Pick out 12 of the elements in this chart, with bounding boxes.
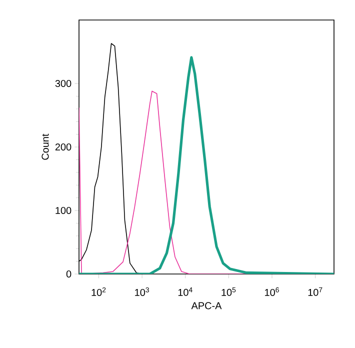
- y-tick-label: 200: [55, 143, 72, 151]
- y-axis-title: Count: [42, 134, 49, 160]
- x-tick-label: 10$^{6}$: [265, 287, 279, 296]
- x-tick-label: 10$^{4}$: [178, 287, 192, 296]
- y-tick-label: 100: [56, 206, 72, 214]
- x-tick-label: 10$^{3}$: [135, 287, 149, 296]
- x-tick-label: 10$^{7}$: [308, 287, 322, 296]
- x-tick-label: 10$^{5}$: [222, 287, 236, 296]
- x-axis-title: APC-A: [191, 302, 222, 310]
- y-tick-label: 0: [66, 270, 72, 278]
- x-tick-label: 10$^{2}$: [92, 287, 106, 296]
- y-tick-label: 300: [55, 80, 72, 88]
